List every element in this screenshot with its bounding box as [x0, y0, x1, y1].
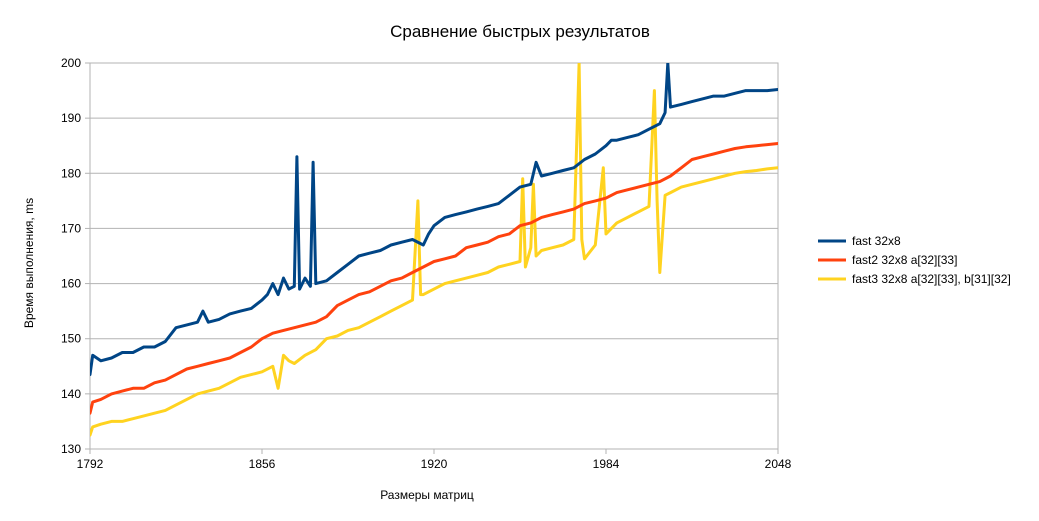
legend: fast 32x8 fast2 32x8 a[32][33] fast3 32x8 … [818, 234, 1011, 286]
x-axis-label: Размеры матриц [380, 488, 474, 502]
y-tick-label: 190 [61, 111, 81, 125]
x-tick-label: 1984 [593, 457, 620, 471]
legend-label-2: fast2 32x8 a[32][33] [852, 253, 957, 267]
y-axis-label: Время выполнения, ms [22, 198, 36, 328]
y-tick-label: 160 [61, 277, 81, 291]
series-line-2 [90, 142, 778, 415]
y-tick-label: 200 [61, 56, 81, 70]
y-tick-label: 130 [61, 442, 81, 456]
legend-label-3: fast3 32x8 a[32][33], b[31][32] [852, 272, 1011, 286]
x-axis: 1792 1856 1920 1984 2048 [77, 449, 792, 471]
series-line-3 [90, 63, 778, 437]
x-tick-label: 1792 [77, 457, 104, 471]
y-tick-label: 140 [61, 387, 81, 401]
x-tick-label: 2048 [765, 457, 792, 471]
grid [90, 62, 778, 450]
y-tick-label: 170 [61, 221, 81, 235]
y-tick-label: 150 [61, 332, 81, 346]
x-tick-label: 1920 [421, 457, 448, 471]
plot-area-border [89, 62, 779, 450]
chart-title: Сравнение быстрых результатов [390, 22, 650, 41]
y-axis: 130 140 150 160 170 180 190 200 [61, 56, 90, 456]
series-layer [90, 63, 778, 437]
legend-label-1: fast 32x8 [852, 234, 901, 248]
series-line-1 [90, 63, 778, 377]
y-tick-label: 180 [61, 166, 81, 180]
x-tick-label: 1856 [249, 457, 276, 471]
